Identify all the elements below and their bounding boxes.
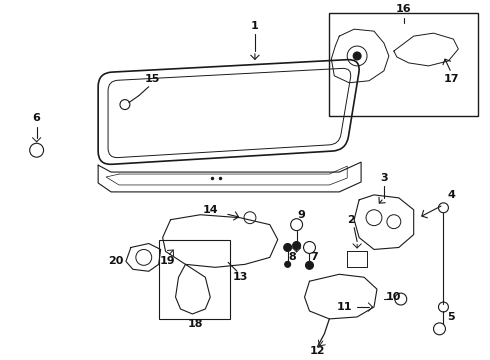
Text: 16: 16: [396, 4, 412, 14]
Text: 20: 20: [108, 256, 123, 266]
Text: 17: 17: [443, 74, 459, 84]
Text: 4: 4: [447, 190, 455, 200]
Text: 9: 9: [297, 210, 305, 220]
Text: 5: 5: [447, 312, 455, 322]
Text: 19: 19: [160, 256, 175, 266]
Text: 11: 11: [337, 302, 352, 312]
Bar: [329, 13, 478, 116]
Text: 8: 8: [289, 252, 296, 262]
Text: 2: 2: [347, 215, 355, 225]
Circle shape: [284, 243, 292, 251]
Text: 14: 14: [202, 205, 218, 215]
Circle shape: [285, 261, 291, 267]
Text: 10: 10: [386, 292, 401, 302]
Text: 7: 7: [311, 252, 319, 262]
Text: 12: 12: [310, 346, 325, 356]
Circle shape: [293, 242, 300, 249]
Text: 18: 18: [188, 319, 203, 329]
Text: 15: 15: [145, 74, 160, 84]
Text: 6: 6: [33, 113, 41, 123]
Text: 13: 13: [232, 272, 248, 282]
Circle shape: [306, 261, 314, 269]
Text: 1: 1: [251, 21, 259, 31]
Text: 3: 3: [380, 173, 388, 183]
Circle shape: [353, 52, 361, 60]
Bar: [159, 239, 230, 319]
